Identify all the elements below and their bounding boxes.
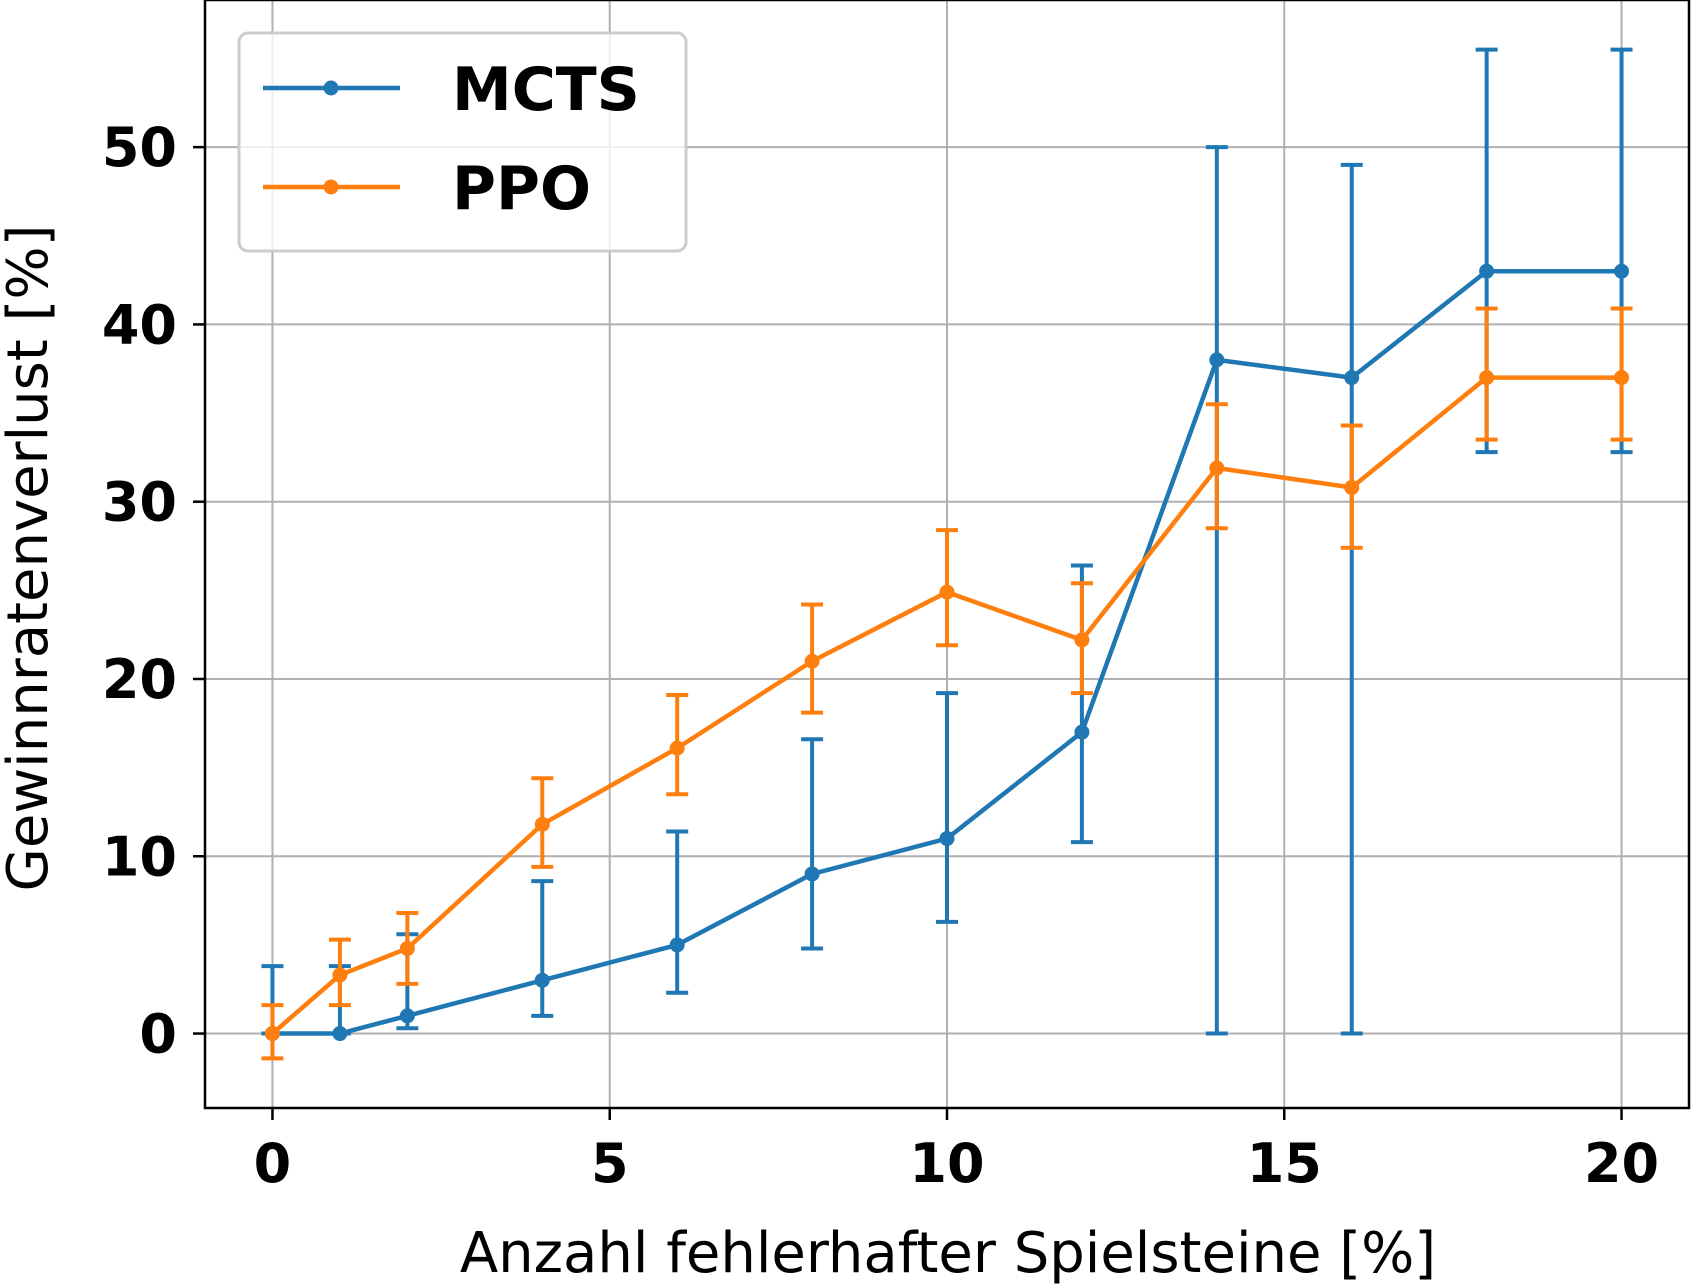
legend-marker — [323, 80, 339, 96]
data-point — [332, 967, 348, 983]
x-tick-label: 10 — [909, 1132, 984, 1195]
series-layer — [261, 47, 1633, 1061]
data-point — [1344, 480, 1360, 496]
data-point — [939, 831, 955, 847]
data-point — [669, 740, 685, 756]
series-line — [272, 268, 1622, 1036]
data-point — [669, 937, 685, 953]
y-tick-label: 20 — [102, 648, 177, 711]
y-tick-label: 10 — [102, 825, 177, 888]
series-ppo — [261, 306, 1633, 1061]
x-tick-label: 20 — [1584, 1132, 1659, 1195]
legend-label: MCTS — [452, 55, 640, 125]
data-point — [332, 1026, 348, 1042]
data-point — [1614, 263, 1630, 279]
data-point — [534, 816, 550, 832]
x-tick-label: 5 — [591, 1132, 629, 1195]
data-point — [804, 866, 820, 882]
legend-entry-ppo: PPO — [263, 154, 591, 224]
data-point — [1614, 370, 1630, 386]
data-point — [1074, 632, 1090, 648]
data-point — [534, 972, 550, 988]
data-point — [264, 1026, 280, 1042]
data-point — [804, 653, 820, 669]
ticks: 0 5 10 15 20 0 10 20 30 40 50 — [102, 116, 1659, 1195]
x-tick-label: 0 — [254, 1132, 292, 1195]
legend-label: PPO — [452, 154, 591, 224]
data-point — [399, 1008, 415, 1024]
x-axis-label: Anzahl fehlerhafter Spielsteine [%] — [460, 1221, 1436, 1286]
y-tick-label: 50 — [102, 116, 177, 179]
y-tick-label: 0 — [139, 1003, 177, 1066]
legend-entry-mcts: MCTS — [263, 55, 640, 125]
legend: MCTS PPO — [237, 31, 688, 253]
data-point — [1209, 460, 1225, 476]
data-point — [399, 940, 415, 956]
data-point — [1209, 352, 1225, 368]
y-tick-label: 30 — [102, 471, 177, 534]
y-axis-label: Gewinnratenverlust [%] — [0, 225, 61, 892]
data-point — [939, 584, 955, 600]
series-line — [270, 375, 1622, 1036]
data-point — [1479, 263, 1495, 279]
data-point — [1479, 370, 1495, 386]
data-point — [1344, 370, 1360, 386]
data-point — [1074, 724, 1090, 740]
y-tick-label: 40 — [102, 293, 177, 356]
legend-marker — [323, 179, 339, 195]
x-tick-label: 15 — [1247, 1132, 1322, 1195]
